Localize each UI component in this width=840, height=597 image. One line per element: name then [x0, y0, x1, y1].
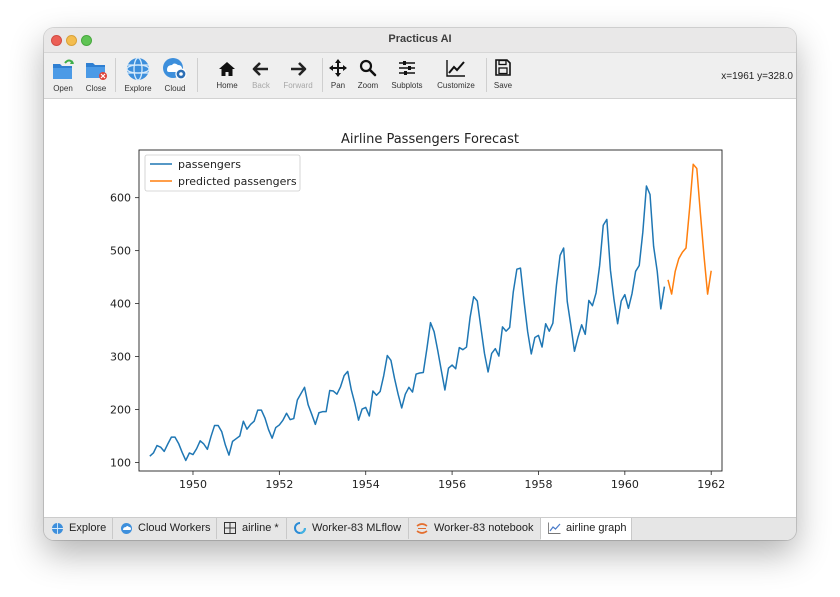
legend-label-predicted: predicted passengers — [178, 175, 297, 188]
legend-box — [144, 154, 301, 192]
explore-label: Explore — [124, 84, 152, 93]
zoom-label: Zoom — [357, 81, 379, 90]
plot-area — [138, 149, 723, 472]
table-icon — [224, 522, 236, 534]
toolbar-separator — [486, 58, 487, 92]
x-tick-label: 1950 — [179, 478, 207, 491]
back-button[interactable]: Back — [247, 53, 275, 98]
tab-label: Worker-83 notebook — [434, 522, 534, 534]
tab-label: airline graph — [566, 522, 627, 534]
chart-legend: passengers predicted passengers — [144, 154, 301, 192]
home-icon — [219, 62, 235, 76]
explore-icon — [52, 523, 63, 534]
globe-icon — [126, 57, 150, 81]
x-tick-label: 1952 — [265, 478, 293, 491]
toolbar: Open Close Explore — [44, 53, 796, 99]
tab-bar: Explore Cloud Workers airline * Worker-8… — [44, 517, 796, 540]
forward-button[interactable]: Forward — [279, 53, 317, 98]
save-label: Save — [493, 81, 513, 90]
zoom-button[interactable]: Zoom — [353, 53, 383, 98]
x-axis: 1950 1952 1954 1956 1958 1960 1962 — [179, 471, 725, 491]
pan-button[interactable]: Pan — [325, 53, 351, 98]
tab-cloud-workers[interactable]: Cloud Workers — [113, 518, 217, 539]
magnifier-icon — [359, 59, 377, 77]
cloud-gear-icon — [163, 58, 187, 80]
floppy-disk-icon — [495, 59, 511, 76]
close-button[interactable]: Close — [81, 53, 111, 98]
title-bar: Practicus AI — [44, 28, 796, 53]
x-tick-label: 1958 — [524, 478, 552, 491]
toolbar-separator — [115, 58, 116, 92]
y-axis: 100 200 300 400 500 600 — [110, 192, 139, 470]
toolbar-separator — [197, 58, 198, 92]
forecast-chart: Airline Passengers Forecast 1950 1952 1954… — [110, 132, 725, 491]
cursor-coordinates: x=1961 y=328.0 — [721, 71, 793, 82]
tab-airline[interactable]: airline * — [217, 518, 287, 539]
app-window: Practicus AI Open Close — [44, 28, 796, 540]
arrow-left-icon — [252, 62, 268, 76]
subplots-label: Subplots — [391, 81, 423, 90]
close-label: Close — [85, 84, 107, 93]
series-line-passengers — [149, 185, 666, 462]
y-tick-label: 400 — [110, 298, 131, 311]
y-tick-label: 500 — [110, 245, 131, 258]
x-tick-label: 1956 — [438, 478, 466, 491]
arrow-right-icon — [291, 62, 307, 76]
forward-label: Forward — [283, 81, 313, 90]
tab-worker-notebook[interactable]: Worker-83 notebook — [409, 518, 541, 539]
legend-label-passengers: passengers — [178, 158, 241, 171]
jupyter-icon — [416, 523, 428, 534]
x-tick-label: 1960 — [611, 478, 639, 491]
tab-airline-graph[interactable]: airline graph — [541, 518, 632, 540]
open-label: Open — [53, 84, 73, 93]
mlflow-icon — [294, 522, 306, 534]
toolbar-separator — [322, 58, 323, 92]
sliders-icon — [399, 61, 415, 75]
tab-label: airline * — [242, 522, 279, 534]
explore-button[interactable]: Explore — [121, 53, 155, 98]
open-button[interactable]: Open — [48, 53, 78, 98]
cloud-button[interactable]: Cloud — [158, 53, 192, 98]
window-title: Practicus AI — [388, 33, 452, 45]
minimize-window-button[interactable] — [66, 35, 77, 46]
subplots-button[interactable]: Subplots — [387, 53, 427, 98]
save-button[interactable]: Save — [489, 53, 517, 98]
tab-label: Cloud Workers — [138, 522, 211, 534]
home-label: Home — [216, 81, 238, 90]
pan-label: Pan — [330, 81, 346, 90]
plot-canvas[interactable]: Airline Passengers Forecast 1950 1952 1954… — [44, 99, 796, 517]
tab-label: Explore — [69, 522, 107, 534]
x-tick-label: 1954 — [352, 478, 380, 491]
y-tick-label: 200 — [110, 404, 131, 417]
close-window-button[interactable] — [51, 35, 62, 46]
line-chart-icon — [446, 60, 465, 77]
customize-button[interactable]: Customize — [432, 53, 480, 98]
tab-label: Worker-83 MLflow — [312, 522, 402, 534]
customize-label: Customize — [437, 81, 475, 90]
y-tick-label: 600 — [110, 192, 131, 205]
y-tick-label: 100 — [110, 457, 131, 470]
maximize-window-button[interactable] — [81, 35, 92, 46]
home-button[interactable]: Home — [211, 53, 243, 98]
series-line-predicted — [667, 163, 712, 295]
chart-series — [149, 163, 712, 462]
chart-icon — [548, 522, 561, 534]
folder-open-icon — [53, 59, 74, 79]
x-tick-label: 1962 — [697, 478, 725, 491]
tab-explore[interactable]: Explore — [44, 518, 113, 539]
tab-worker-mlflow[interactable]: Worker-83 MLflow — [287, 518, 409, 539]
cloud-label: Cloud — [164, 84, 186, 93]
back-label: Back — [252, 81, 270, 90]
chart-title: Airline Passengers Forecast — [341, 132, 519, 147]
move-arrows-icon — [329, 59, 347, 77]
folder-close-icon — [86, 63, 107, 80]
y-tick-label: 300 — [110, 351, 131, 364]
cloud-icon — [121, 523, 132, 534]
